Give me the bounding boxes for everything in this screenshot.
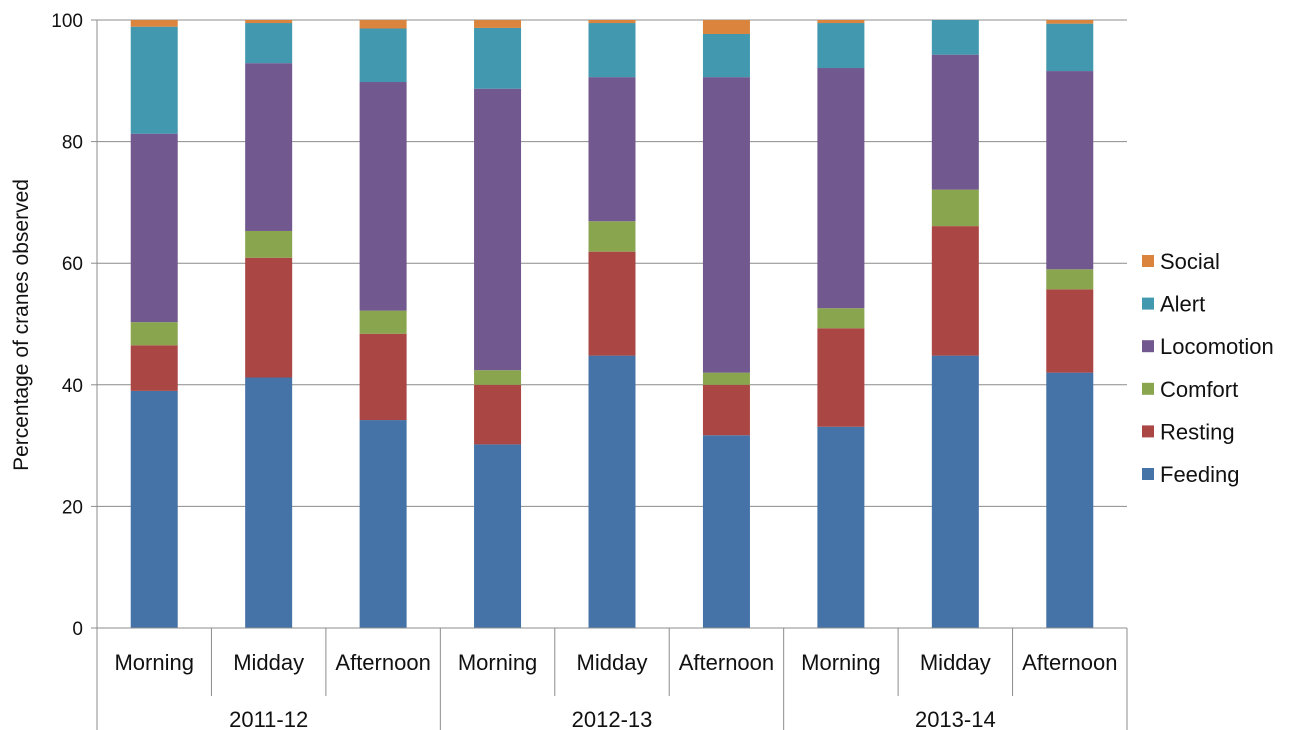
bar-segment-social [702,20,750,34]
axes [91,19,1128,730]
legend-swatch-comfort [1142,382,1154,395]
bar-segment-alert [702,33,750,78]
legend-label-social: Social [1160,249,1220,274]
legend-swatch-feeding [1142,468,1154,480]
legend-swatch-alert [1142,297,1154,310]
bar-segment-resting [130,345,178,391]
bar-segment-social [245,20,293,24]
bar-segment-comfort [931,189,979,227]
bar-segment-social [130,20,178,27]
legend-label-alert: Alert [1160,292,1205,317]
x-category-labels: Morning Midday Afternoon Morning Midday After… [114,650,1117,675]
bar-segment-alert [359,28,407,83]
bar-segment-social [474,20,522,28]
x-group-label: 2012-13 [572,707,653,730]
legend-label-resting: Resting [1160,419,1235,444]
y-tick-label: 80 [62,133,83,154]
y-tick-label: 20 [62,497,83,518]
x-category-label: Afternoon [679,650,774,675]
y-axis-title: Percentage of cranes observed [10,179,33,471]
legend-swatch-resting [1142,425,1154,438]
bar-segment-locomotion [130,133,178,323]
bar-segment-alert [817,23,865,69]
y-tick-label: 100 [51,11,83,32]
bar-segment-resting [702,384,750,436]
bar-segment-comfort [130,322,178,346]
bar-segment-alert [931,20,979,55]
x-category-label: Midday [920,650,991,675]
bar-segment-locomotion [474,88,522,371]
bar-segment-locomotion [1046,71,1094,270]
y-tick-label: 60 [62,254,83,275]
x-category-label: Midday [577,650,648,675]
legend-label-comfort: Comfort [1160,377,1238,402]
x-category-label: Midday [233,650,304,675]
bar-segment-feeding [474,444,522,628]
legend-swatch-locomotion [1142,340,1154,353]
x-category-label: Afternoon [1022,650,1117,675]
bar-segment-alert [588,23,636,78]
bar-segment-feeding [931,355,979,628]
bar-segment-locomotion [702,77,750,373]
legend: Social Alert Locomotion Comfort Resting Feedi… [1142,249,1274,487]
legend-label-locomotion: Locomotion [1160,334,1274,359]
bar-segment-alert [245,23,293,64]
x-group-label: 2011-12 [229,707,308,730]
y-tick-label: 0 [72,619,83,640]
bar-segment-social [1046,20,1094,24]
bar-segment-resting [474,384,522,445]
bar-segment-locomotion [817,68,865,309]
bar-segment-social [359,20,407,29]
bar-segment-comfort [474,370,522,385]
y-tick-label: 40 [62,376,83,397]
bar-segment-comfort [245,230,293,258]
x-category-label: Morning [458,650,537,675]
bar-segment-alert [130,26,178,134]
x-category-label: Morning [801,650,880,675]
bar-segment-comfort [1046,269,1094,290]
x-category-label: Morning [114,650,193,675]
bar-segment-resting [817,328,865,427]
bar-segment-feeding [359,420,407,628]
bar-segment-feeding [817,426,865,628]
bar-segment-resting [359,333,407,421]
bar-segment-feeding [1046,372,1094,628]
x-group-label: 2013-14 [915,707,996,730]
bar-segment-feeding [702,435,750,628]
bar-segment-alert [474,27,522,89]
bar-segment-social [588,20,636,24]
bar-segment-social [817,20,865,24]
bar-segment-locomotion [931,54,979,190]
legend-swatch-social [1142,255,1154,267]
bar-segment-resting [1046,289,1094,373]
bar-segment-comfort [359,310,407,334]
bar-segment-locomotion [588,77,636,222]
legend-label-feeding: Feeding [1160,462,1240,487]
bar-segment-resting [588,251,636,356]
bar-segment-feeding [130,390,178,628]
bar-segment-feeding [588,355,636,628]
bar-segment-locomotion [245,63,293,231]
bar-segment-comfort [588,221,636,252]
bar-segment-locomotion [359,82,407,311]
bar-segment-feeding [245,377,293,628]
y-tick-labels: 0 20 40 60 80 100 [51,11,83,640]
bar-segment-comfort [817,308,865,329]
bar-segment-comfort [702,372,750,385]
bar-segment-resting [245,257,293,378]
bar-segment-alert [1046,23,1094,72]
x-group-labels: 2011-12 2012-13 2013-14 [229,707,996,730]
bars [130,20,1094,628]
bar-segment-resting [931,226,979,356]
x-category-label: Afternoon [335,650,430,675]
